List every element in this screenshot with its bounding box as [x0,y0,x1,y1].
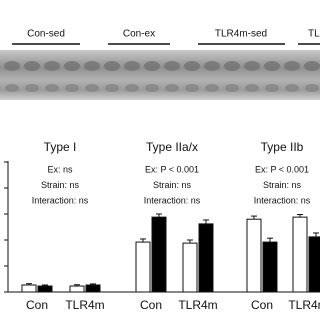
bar [262,241,278,293]
blot-lanes [4,61,320,92]
panel-title: Type I [44,140,77,154]
bar [246,218,262,293]
blot-label: Con-ex [123,29,155,40]
bar [135,241,151,293]
blot-label: TL [308,29,320,40]
blot-band [244,61,260,71]
blot-band [204,61,220,71]
blot-band [104,61,120,71]
blot-band [304,61,320,71]
stat-note: Interaction: ns [254,195,311,205]
panel-title: Type IIa/x [146,140,198,154]
blot-band [224,61,240,71]
blot-band [284,61,300,71]
blot-band [225,84,239,92]
blot-band [4,61,20,71]
bar [198,223,214,293]
stat-note: Interaction: ns [32,195,89,205]
blot-band [285,84,299,92]
blot-band [164,61,180,71]
blot-label: Con-sed [27,29,65,40]
blot-label: TLR4m-sed [215,29,267,40]
bar [308,236,320,293]
blot-band [144,61,160,71]
x-tick-label: Con [140,298,162,312]
stat-note: Ex: P < 0.001 [145,164,199,174]
bar [37,285,53,293]
blot-band [245,84,259,92]
stat-note: Interaction: ns [144,195,201,205]
x-tick-label: TLR4m [288,298,320,312]
blot-band [44,61,60,71]
bar [151,216,167,293]
bar [85,284,101,293]
blot-band [84,61,100,71]
blot-band [305,84,319,92]
blot-band [265,84,279,92]
blot-band [65,84,79,92]
panel-title: Type IIb [261,140,304,154]
blot-band [184,61,200,71]
bar [292,216,308,293]
blot-band [264,61,280,71]
blot-band [45,84,59,92]
blot-image [0,50,320,100]
blot-band [124,61,140,71]
x-tick-label: Con [26,298,48,312]
stat-note: Strain: ns [41,180,80,190]
stat-note: Strain: ns [263,180,302,190]
stat-note: Ex: ns [47,164,73,174]
blot-band [145,84,159,92]
blot-band [5,84,19,92]
blot-band [105,84,119,92]
blot-band [185,84,199,92]
blot-band [64,61,80,71]
blot-band [85,84,99,92]
bar [69,285,85,293]
blot-band [25,84,39,92]
stat-note: Strain: ns [153,180,192,190]
bar [21,284,37,293]
x-tick-label: TLR4m [178,298,217,312]
blot-band [125,84,139,92]
bar [182,242,198,293]
blot-band [24,61,40,71]
stat-note: Ex: P < 0.001 [255,164,309,174]
blot-band [205,84,219,92]
x-tick-label: Con [251,298,273,312]
blot-band [165,84,179,92]
x-tick-label: TLR4m [65,298,104,312]
